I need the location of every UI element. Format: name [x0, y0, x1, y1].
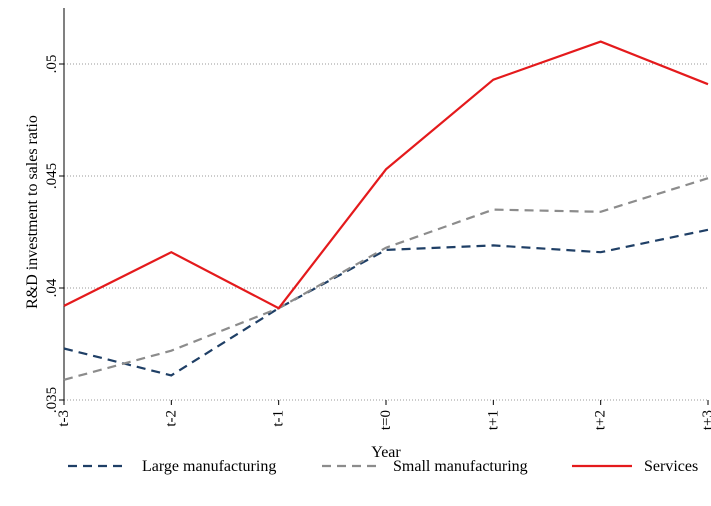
series-lines	[63, 40, 709, 381]
y-axis-title: R&D investment to sales ratio	[24, 115, 41, 309]
x-tick-label: t+3	[700, 410, 711, 430]
series-line	[63, 228, 709, 377]
series-line	[63, 40, 709, 310]
y-tick-label: .05	[44, 55, 60, 74]
y-ticks: .035 .04 .045 .05	[44, 55, 64, 413]
x-axis-title: Year	[371, 444, 401, 461]
series-line	[63, 177, 709, 381]
legend-label: Services	[644, 458, 698, 475]
gridlines	[64, 63, 708, 401]
x-tick-label: t=0	[378, 410, 394, 430]
legend: Large manufacturing Small manufacturing Se…	[68, 458, 698, 475]
y-tick-label: .035	[44, 387, 60, 413]
x-tick-label: t-1	[271, 410, 287, 427]
x-tick-label: t-3	[56, 410, 72, 427]
y-tick-label: .045	[44, 163, 60, 189]
x-tick-label: t+2	[593, 410, 609, 430]
x-tick-label: t-2	[163, 410, 179, 427]
x-ticks: t-3 t-2 t-1 t=0 t+1 t+2 t+3	[56, 400, 711, 430]
y-tick-label: .04	[44, 278, 60, 297]
legend-label: Small manufacturing	[393, 458, 528, 475]
x-tick-label: t+1	[485, 410, 501, 430]
legend-label: Large manufacturing	[142, 458, 276, 475]
